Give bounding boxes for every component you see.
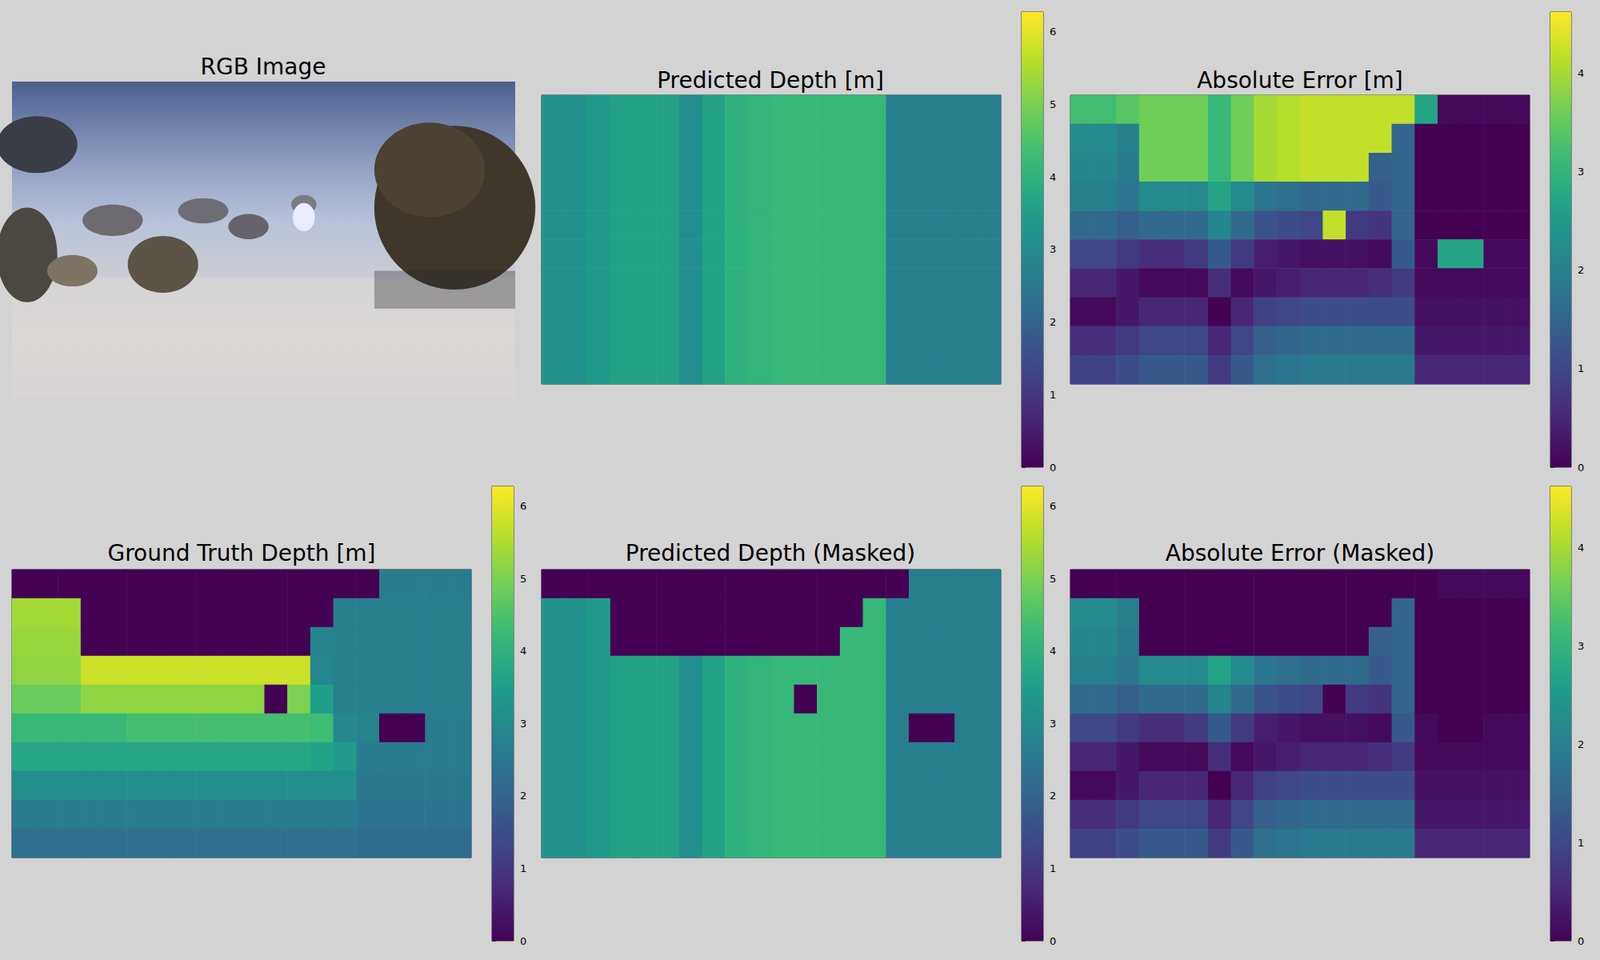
svg-text:Absolute Error (Masked): Absolute Error (Masked) <box>1165 540 1435 567</box>
svg-text:0: 0 <box>520 935 527 948</box>
svg-text:Predicted Depth [m]: Predicted Depth [m] <box>656 67 884 94</box>
svg-text:4: 4 <box>1577 541 1584 554</box>
svg-text:0: 0 <box>1577 935 1584 948</box>
svg-text:0: 0 <box>1049 935 1056 948</box>
svg-text:2: 2 <box>1577 264 1584 276</box>
svg-text:Predicted Depth (Masked): Predicted Depth (Masked) <box>625 540 916 567</box>
svg-text:0: 0 <box>1049 461 1056 474</box>
svg-text:3: 3 <box>1049 717 1056 730</box>
svg-text:5: 5 <box>1049 572 1056 585</box>
svg-text:2: 2 <box>520 789 527 802</box>
svg-text:6: 6 <box>1049 500 1056 512</box>
svg-text:3: 3 <box>1049 243 1056 256</box>
svg-text:2: 2 <box>1049 316 1056 328</box>
svg-text:4: 4 <box>520 644 527 657</box>
svg-text:2: 2 <box>1577 738 1584 751</box>
svg-text:0: 0 <box>1577 461 1584 474</box>
svg-text:Ground Truth Depth [m]: Ground Truth Depth [m] <box>107 540 376 567</box>
svg-text:4: 4 <box>1577 67 1584 80</box>
svg-text:RGB Image: RGB Image <box>200 53 327 80</box>
svg-text:1: 1 <box>1577 362 1584 375</box>
svg-text:1: 1 <box>520 862 527 875</box>
svg-text:1: 1 <box>1049 388 1056 401</box>
svg-text:5: 5 <box>1049 98 1056 111</box>
svg-text:3: 3 <box>1577 640 1584 652</box>
svg-text:1: 1 <box>1577 836 1584 849</box>
svg-text:4: 4 <box>1049 644 1056 657</box>
svg-text:4: 4 <box>1049 171 1056 184</box>
svg-text:6: 6 <box>1049 25 1056 38</box>
svg-text:Absolute Error [m]: Absolute Error [m] <box>1196 67 1404 94</box>
svg-text:3: 3 <box>520 717 527 730</box>
svg-text:2: 2 <box>1049 789 1056 802</box>
svg-text:1: 1 <box>1049 862 1056 875</box>
svg-text:5: 5 <box>520 572 527 585</box>
svg-text:3: 3 <box>1577 165 1584 178</box>
svg-text:6: 6 <box>520 500 527 512</box>
